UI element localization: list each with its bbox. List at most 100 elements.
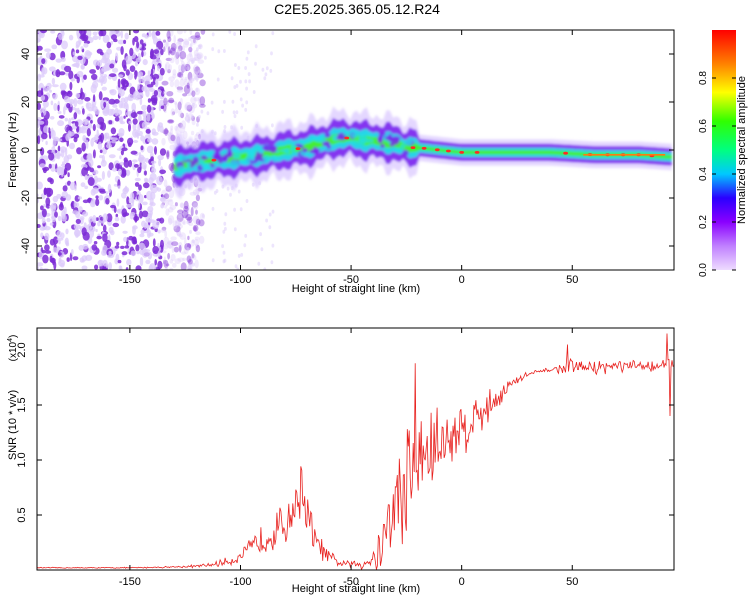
heatmap-noise-speck [148, 213, 153, 218]
heatmap-noise-speck [111, 34, 117, 40]
heatmap-noise-speck [49, 164, 52, 169]
heatmap-noise-speck [138, 71, 144, 77]
heatmap-noise-speck [207, 111, 210, 115]
snr-y-multiplier: (x104) [7, 335, 19, 362]
heatmap-noise-speck [234, 114, 237, 118]
heatmap-noise-speck [144, 165, 147, 170]
heatmap-noise-speck [240, 253, 243, 257]
heatmap-noise-speck [106, 144, 112, 149]
heatmap-noise-speck [57, 120, 64, 126]
heatmap-noise-speck [133, 140, 138, 143]
heatmap-noise-speck [58, 33, 64, 40]
heatmap-noise-speck [172, 69, 176, 76]
heatmap-noise-speck [46, 52, 51, 59]
heatmap-noise-speck [76, 49, 79, 53]
heatmap-noise-speck [56, 59, 62, 63]
heatmap-noise-speck [170, 81, 174, 88]
heatmap-noise-speck [139, 243, 145, 249]
heatmap-noise-speck [184, 41, 189, 46]
heatmap-noise-speck [236, 84, 239, 88]
heatmap-noise-speck [74, 224, 81, 230]
spectrogram-x-tick-label: -150 [119, 274, 141, 286]
heatmap-noise-speck [77, 99, 83, 104]
heatmap-noise-speck [66, 103, 70, 108]
heatmap-noise-speck [41, 58, 45, 64]
heatmap-noise-speck [198, 115, 201, 119]
heatmap-noise-speck [239, 80, 242, 84]
heatmap-noise-speck [110, 109, 115, 116]
snr-panel: -150 -100 -50 0 50 0.5 1.0 1.5 2.0 Height of st… [7, 328, 674, 595]
heatmap-noise-speck [58, 252, 62, 256]
heatmap-noise-speck [45, 141, 47, 145]
heatmap-noise-speck [196, 73, 199, 82]
heatmap-noise-speck [148, 30, 151, 37]
heatmap-noise-speck [40, 29, 47, 34]
heatmap-noise-speck [163, 104, 167, 112]
heatmap-peak-mark [296, 147, 301, 150]
heatmap-noise-speck [248, 72, 251, 76]
heatmap-noise-speck [125, 245, 130, 248]
heatmap-band-blob [349, 129, 356, 133]
heatmap-noise-speck [132, 226, 136, 235]
heatmap-noise-speck [173, 35, 176, 44]
heatmap-noise-speck [86, 176, 89, 180]
heatmap-noise-speck [143, 59, 148, 65]
heatmap-noise-speck [146, 129, 151, 134]
heatmap-noise-speck [116, 110, 122, 116]
heatmap-noise-speck [53, 236, 58, 244]
heatmap-noise-speck [233, 32, 236, 36]
heatmap-noise-speck [151, 156, 154, 161]
heatmap-noise-speck [40, 232, 43, 238]
heatmap-noise-speck [57, 105, 59, 112]
heatmap-band-blob [302, 148, 308, 153]
heatmap-noise-speck [247, 50, 250, 54]
spectrogram-x-axis-label: Height of straight line (km) [292, 283, 420, 295]
heatmap-noise-speck [165, 64, 168, 72]
heatmap-noise-speck [147, 105, 151, 113]
heatmap-noise-speck [172, 246, 175, 254]
heatmap-noise-speck [65, 229, 68, 235]
heatmap-noise-speck [102, 87, 107, 91]
heatmap-noise-speck [178, 65, 181, 71]
heatmap-noise-speck [84, 97, 90, 102]
heatmap-noise-speck [175, 102, 178, 108]
heatmap-noise-speck [240, 97, 243, 101]
heatmap-noise-speck [224, 212, 227, 216]
heatmap-noise-speck [120, 162, 125, 166]
heatmap-band-blob [389, 143, 394, 146]
heatmap-noise-speck [119, 138, 123, 143]
heatmap-noise-speck [106, 103, 110, 112]
heatmap-noise-speck [136, 41, 139, 48]
heatmap-noise-speck [194, 255, 197, 260]
heatmap-noise-speck [227, 187, 230, 191]
heatmap-noise-speck [166, 200, 169, 207]
heatmap-noise-speck [166, 263, 170, 266]
heatmap-noise-speck [111, 127, 116, 134]
snr-y-ticks: 0.51.01.52.0 [16, 342, 674, 522]
heatmap-noise-speck [61, 169, 63, 177]
heatmap-noise-speck [131, 112, 138, 118]
heatmap-band-blob [272, 146, 278, 149]
heatmap-noise-speck [83, 75, 87, 80]
heatmap-noise-speck [50, 223, 54, 226]
heatmap-noise-speck [108, 184, 112, 193]
heatmap-noise-speck [212, 207, 215, 211]
colorbar-label: Normalized spectral amplitude [736, 76, 748, 224]
heatmap-noise-speck [41, 88, 43, 96]
heatmap-noise-speck [94, 241, 98, 244]
heatmap-noise-speck [76, 93, 81, 98]
heatmap-noise-speck [229, 193, 232, 197]
heatmap-noise-speck [119, 155, 121, 159]
heatmap-noise-speck [182, 210, 189, 218]
heatmap-band-blob [358, 140, 366, 146]
snr-x-tick-label: -100 [229, 576, 251, 588]
heatmap-noise-speck [42, 209, 47, 218]
heatmap-noise-speck [271, 31, 274, 35]
heatmap-noise-speck [156, 31, 161, 36]
heatmap-peak-mark [411, 146, 416, 149]
heatmap-noise-speck [91, 198, 95, 204]
heatmap-noise-speck [232, 100, 235, 104]
heatmap-noise-speck [107, 42, 112, 49]
heatmap-noise-speck [46, 218, 50, 222]
heatmap-noise-speck [136, 265, 142, 272]
